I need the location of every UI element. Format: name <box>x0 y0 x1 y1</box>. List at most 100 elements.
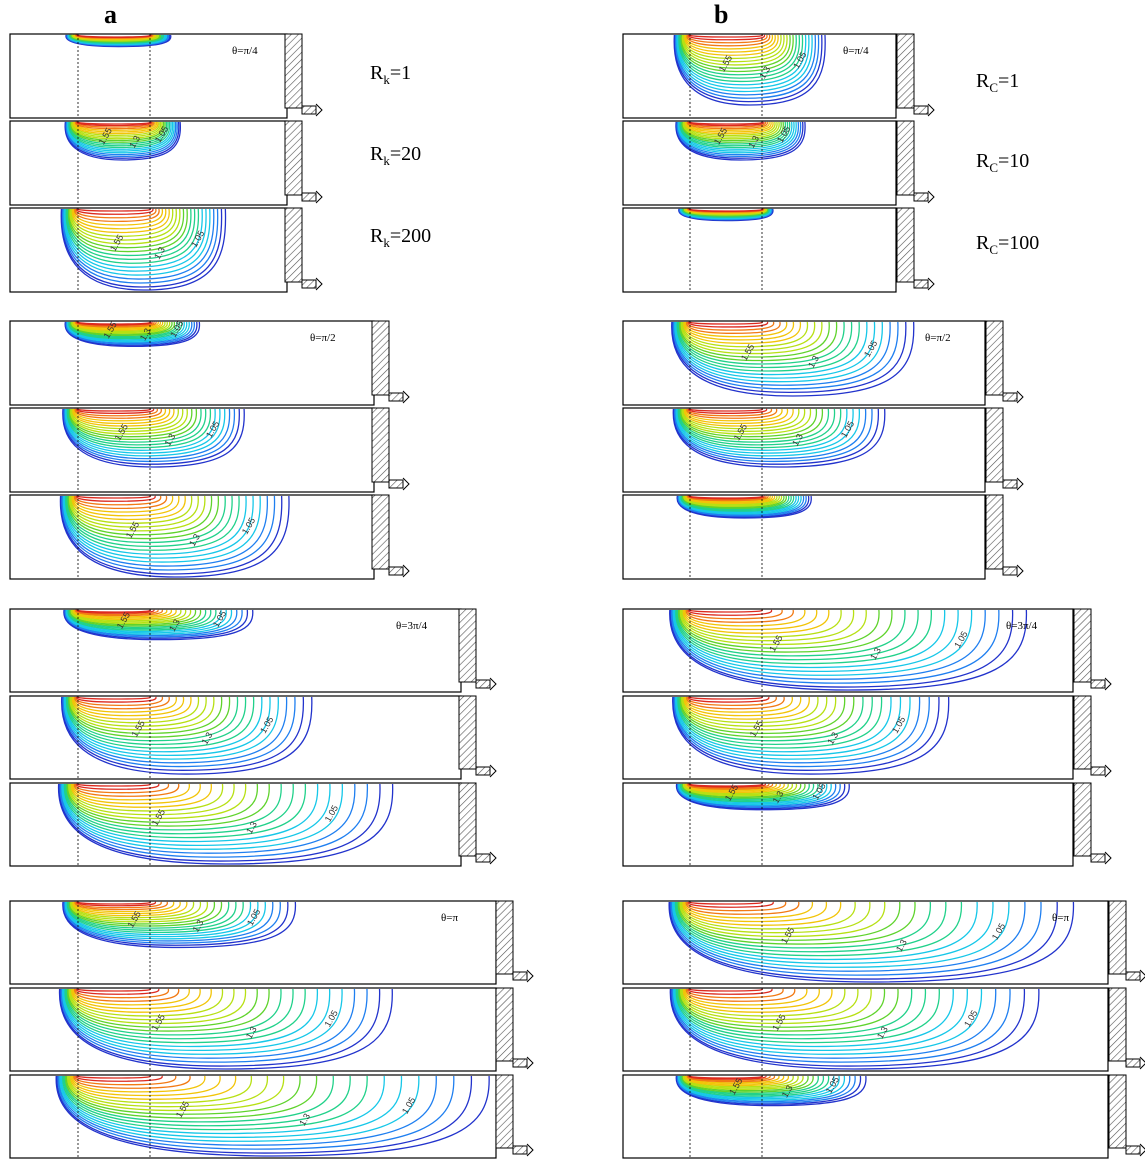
panel-b-phase2-row2-frame <box>622 782 1074 867</box>
panel-a-phase2-row0-isoline <box>66 609 222 633</box>
panel-b-phase2-row1-isoline <box>676 696 892 753</box>
panel-a-phase1-row1-isoline <box>66 408 216 451</box>
panel-a-phase2-row0-isoline <box>77 609 151 613</box>
panel-b-phase3-row1-isoline <box>678 988 899 1032</box>
panel-a-phase3-row2-isoline <box>66 1075 301 1115</box>
panel-a-phase1-row1-isoline <box>73 408 171 425</box>
panel-a-phase2-row2-isoline <box>57 783 394 865</box>
panel-a-phase0-row2-isoline <box>64 208 207 272</box>
panel-b-phase0-row0-isoline <box>681 34 791 69</box>
panel-b-phase1-row0-isoline <box>679 321 838 362</box>
panel-b-phase2-row1-isoline <box>675 696 902 757</box>
panel-a-phase2-row2-contours: 1.55 1.31.05 <box>57 783 394 865</box>
panel-a-phase1-row2-isoline <box>75 495 156 502</box>
panel-a-phase2-row2-isoline <box>67 783 259 823</box>
panel-b-phase3-row1-isoline <box>686 988 784 999</box>
panel-a-phase1-row2-isoline <box>62 495 268 567</box>
panel-a-phase3-row0-wall-step <box>512 971 528 981</box>
panel-a-phase3-row0-isoline <box>65 901 259 938</box>
panel-a-phase0-row1-isoline <box>71 121 163 140</box>
panel-a-phase2-row1-isoline <box>63 696 288 764</box>
panel-a-phase2-row2-isoline <box>69 783 235 816</box>
panel-a-phase1-row2-isoline <box>65 495 240 551</box>
panel-b-phase0-row1-contours: 1.55 1.3 1.05 <box>675 121 806 161</box>
panel-b-phase1-row0-isoline <box>678 321 845 365</box>
panel-a-phase1-row1-isoline <box>70 408 184 432</box>
panel-b-phase0-row1-wall-step <box>913 192 929 202</box>
panel-a-phase2-row1-arrow <box>489 764 497 778</box>
panel-b-phase2-row2-wall <box>1073 782 1092 857</box>
panel-b-phase3-row2-isoline <box>679 1075 830 1097</box>
panel-a-phase2-row1-wall <box>458 695 477 770</box>
panel-b-phase0-row0-contours: 1.55 1.31.05 <box>673 34 826 106</box>
panel-b-phase2-row1-isoline <box>686 696 785 710</box>
panel-a-phase3-row1-isoline <box>58 988 393 1070</box>
panel-b-phase1-row1-isoline <box>681 408 812 435</box>
panel-b-phase1-row2-wall-step <box>1002 566 1018 576</box>
panel-a-phase1-row1-wall-step <box>388 479 404 489</box>
panel-b-phase2-row0-contours: 1.55 1.31.05 <box>669 609 1028 691</box>
panel-b-phase0-row1-isoline <box>678 121 795 152</box>
param-label-b-0: RC=1 <box>976 70 1020 95</box>
phase-label-a-0: θ=π/4 <box>232 45 258 57</box>
panel-b-phase2-row1-isoline <box>672 696 940 771</box>
panel-b-phase0-row1-isoline <box>679 121 791 149</box>
phase-label-b-1: θ=π/2 <box>925 332 951 344</box>
panel-b-phase0-row0-isoline <box>678 34 801 79</box>
panel-b-phase1-row2-arrow <box>1016 564 1024 578</box>
panel-b-phase0-row2-frame <box>622 207 897 293</box>
panel-b-phase2-row0-isoline <box>673 609 959 673</box>
panel-a-phase2-row1-isoline <box>77 696 151 700</box>
panel-b-phase3-row2-isoline <box>689 1075 763 1079</box>
panel-b-phase3-row1-arrow <box>1139 1056 1145 1070</box>
panel-b-phase0-row1-isoline <box>689 121 763 125</box>
panel-a-phase3-row1-isoline <box>74 988 170 999</box>
panel-b-phase1-row1-isoline <box>684 408 789 425</box>
panel-b-phase3-row0-contours: 1.55 1.31.05 <box>668 901 1075 983</box>
panel-b-phase1-row0-isoline <box>682 321 809 348</box>
panel-b-phase3-row0-isoline <box>680 901 871 934</box>
panel-a-phase3-row1-isoline <box>59 988 381 1067</box>
panel-a-phase2-row0-wall-step <box>475 679 491 689</box>
panel-b-phase3-row0-isoline <box>679 901 886 938</box>
panel-b-phase3-row0-isoline <box>685 901 800 915</box>
panel-b-phase2-row2-isoline <box>677 783 837 807</box>
panel-b-phase1-row1-isoline <box>687 408 773 417</box>
panel-a-phase3-row1-isoline <box>67 988 258 1028</box>
panel-a-phase2-row1-isoline <box>71 696 200 724</box>
panel-b-phase2-row1-isoline <box>681 696 828 727</box>
panel-b-phase3-row2-contours: 1.55 1.3 1.05 <box>675 1075 867 1107</box>
panel-b-phase1-row1-isoline <box>676 408 854 454</box>
panel-a-phase3-row1-isoline <box>68 988 247 1025</box>
panel-a-phase3-row1-isoline <box>65 988 294 1040</box>
panel-a-phase1-row2-contours: 1.551.31.05 <box>59 495 290 578</box>
panel-a-phase0-row1-isoline <box>72 121 160 137</box>
panel-b-phase1-row0-iso-label: 1.55 <box>739 342 756 362</box>
panel-a-phase1-row2-isoline <box>62 495 261 563</box>
panel-b-phase1-row0-isoline <box>687 321 769 328</box>
panel-a-phase2-row2-isoline <box>70 783 224 812</box>
panel-a-phase2-row0-isoline <box>71 609 187 623</box>
panel-a-phase3-row0-isoline <box>69 901 216 925</box>
panel-b-phase3-row0-wall-step <box>1125 971 1141 981</box>
panel-b-phase0-row0-iso-label: 1.55 <box>717 53 734 73</box>
panel-a-phase2-row0-arrow <box>489 677 497 691</box>
param-label-a-2: Rk=200 <box>370 225 432 250</box>
panel-b-phase2-row0-isoline <box>672 609 973 676</box>
panel-a-phase0-row2-isoline <box>71 208 170 234</box>
panel-a-phase1-row1-isoline <box>68 408 202 443</box>
panel-b-phase3-row2-isoline <box>683 1075 799 1089</box>
panel-b-phase0-row1-isoline <box>687 121 767 128</box>
panel-a-phase2-row1-iso-label: 1.05 <box>258 715 275 735</box>
panel-b-phase0-row1-isoline <box>678 121 793 150</box>
panel-a-phase2-row2-isoline <box>64 783 294 835</box>
panel-a-phase2-row1-isoline <box>68 696 223 735</box>
panel-a-phase1-row1-isoline <box>67 408 207 446</box>
panel-a-phase3-row1-wall-step <box>512 1058 528 1068</box>
panel-a-phase0-row2-isoline <box>74 208 160 223</box>
panel-a-phase1-row2-isoline <box>61 495 276 571</box>
panel-a-phase2-row0-isoline <box>66 609 227 634</box>
panel-a-phase2-row2-isoline <box>61 783 343 850</box>
panel-b-phase3-row2-wall-step <box>1125 1145 1141 1155</box>
